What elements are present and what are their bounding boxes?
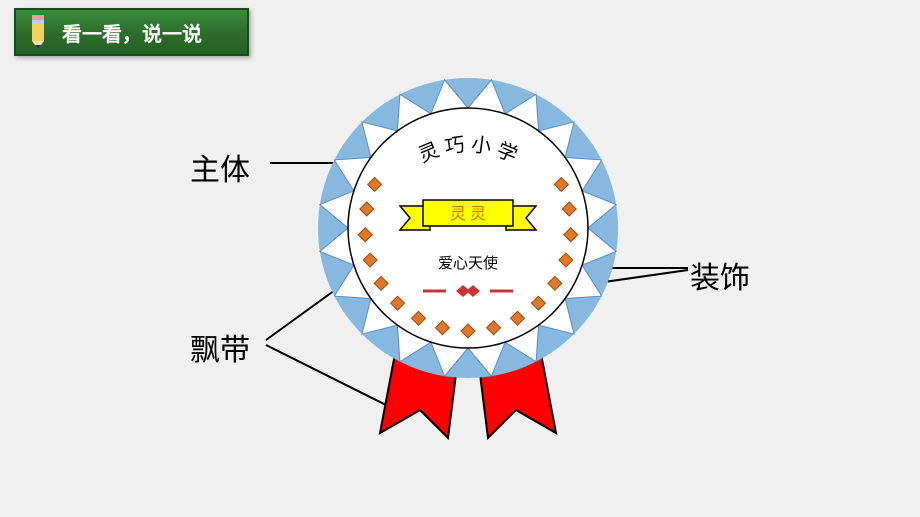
badge-graphic: 灵 巧 小 学 灵 灵 爱心天使 (318, 78, 618, 498)
subtitle: 爱心天使 (438, 255, 498, 272)
banner-name: 灵 灵 (450, 205, 486, 223)
